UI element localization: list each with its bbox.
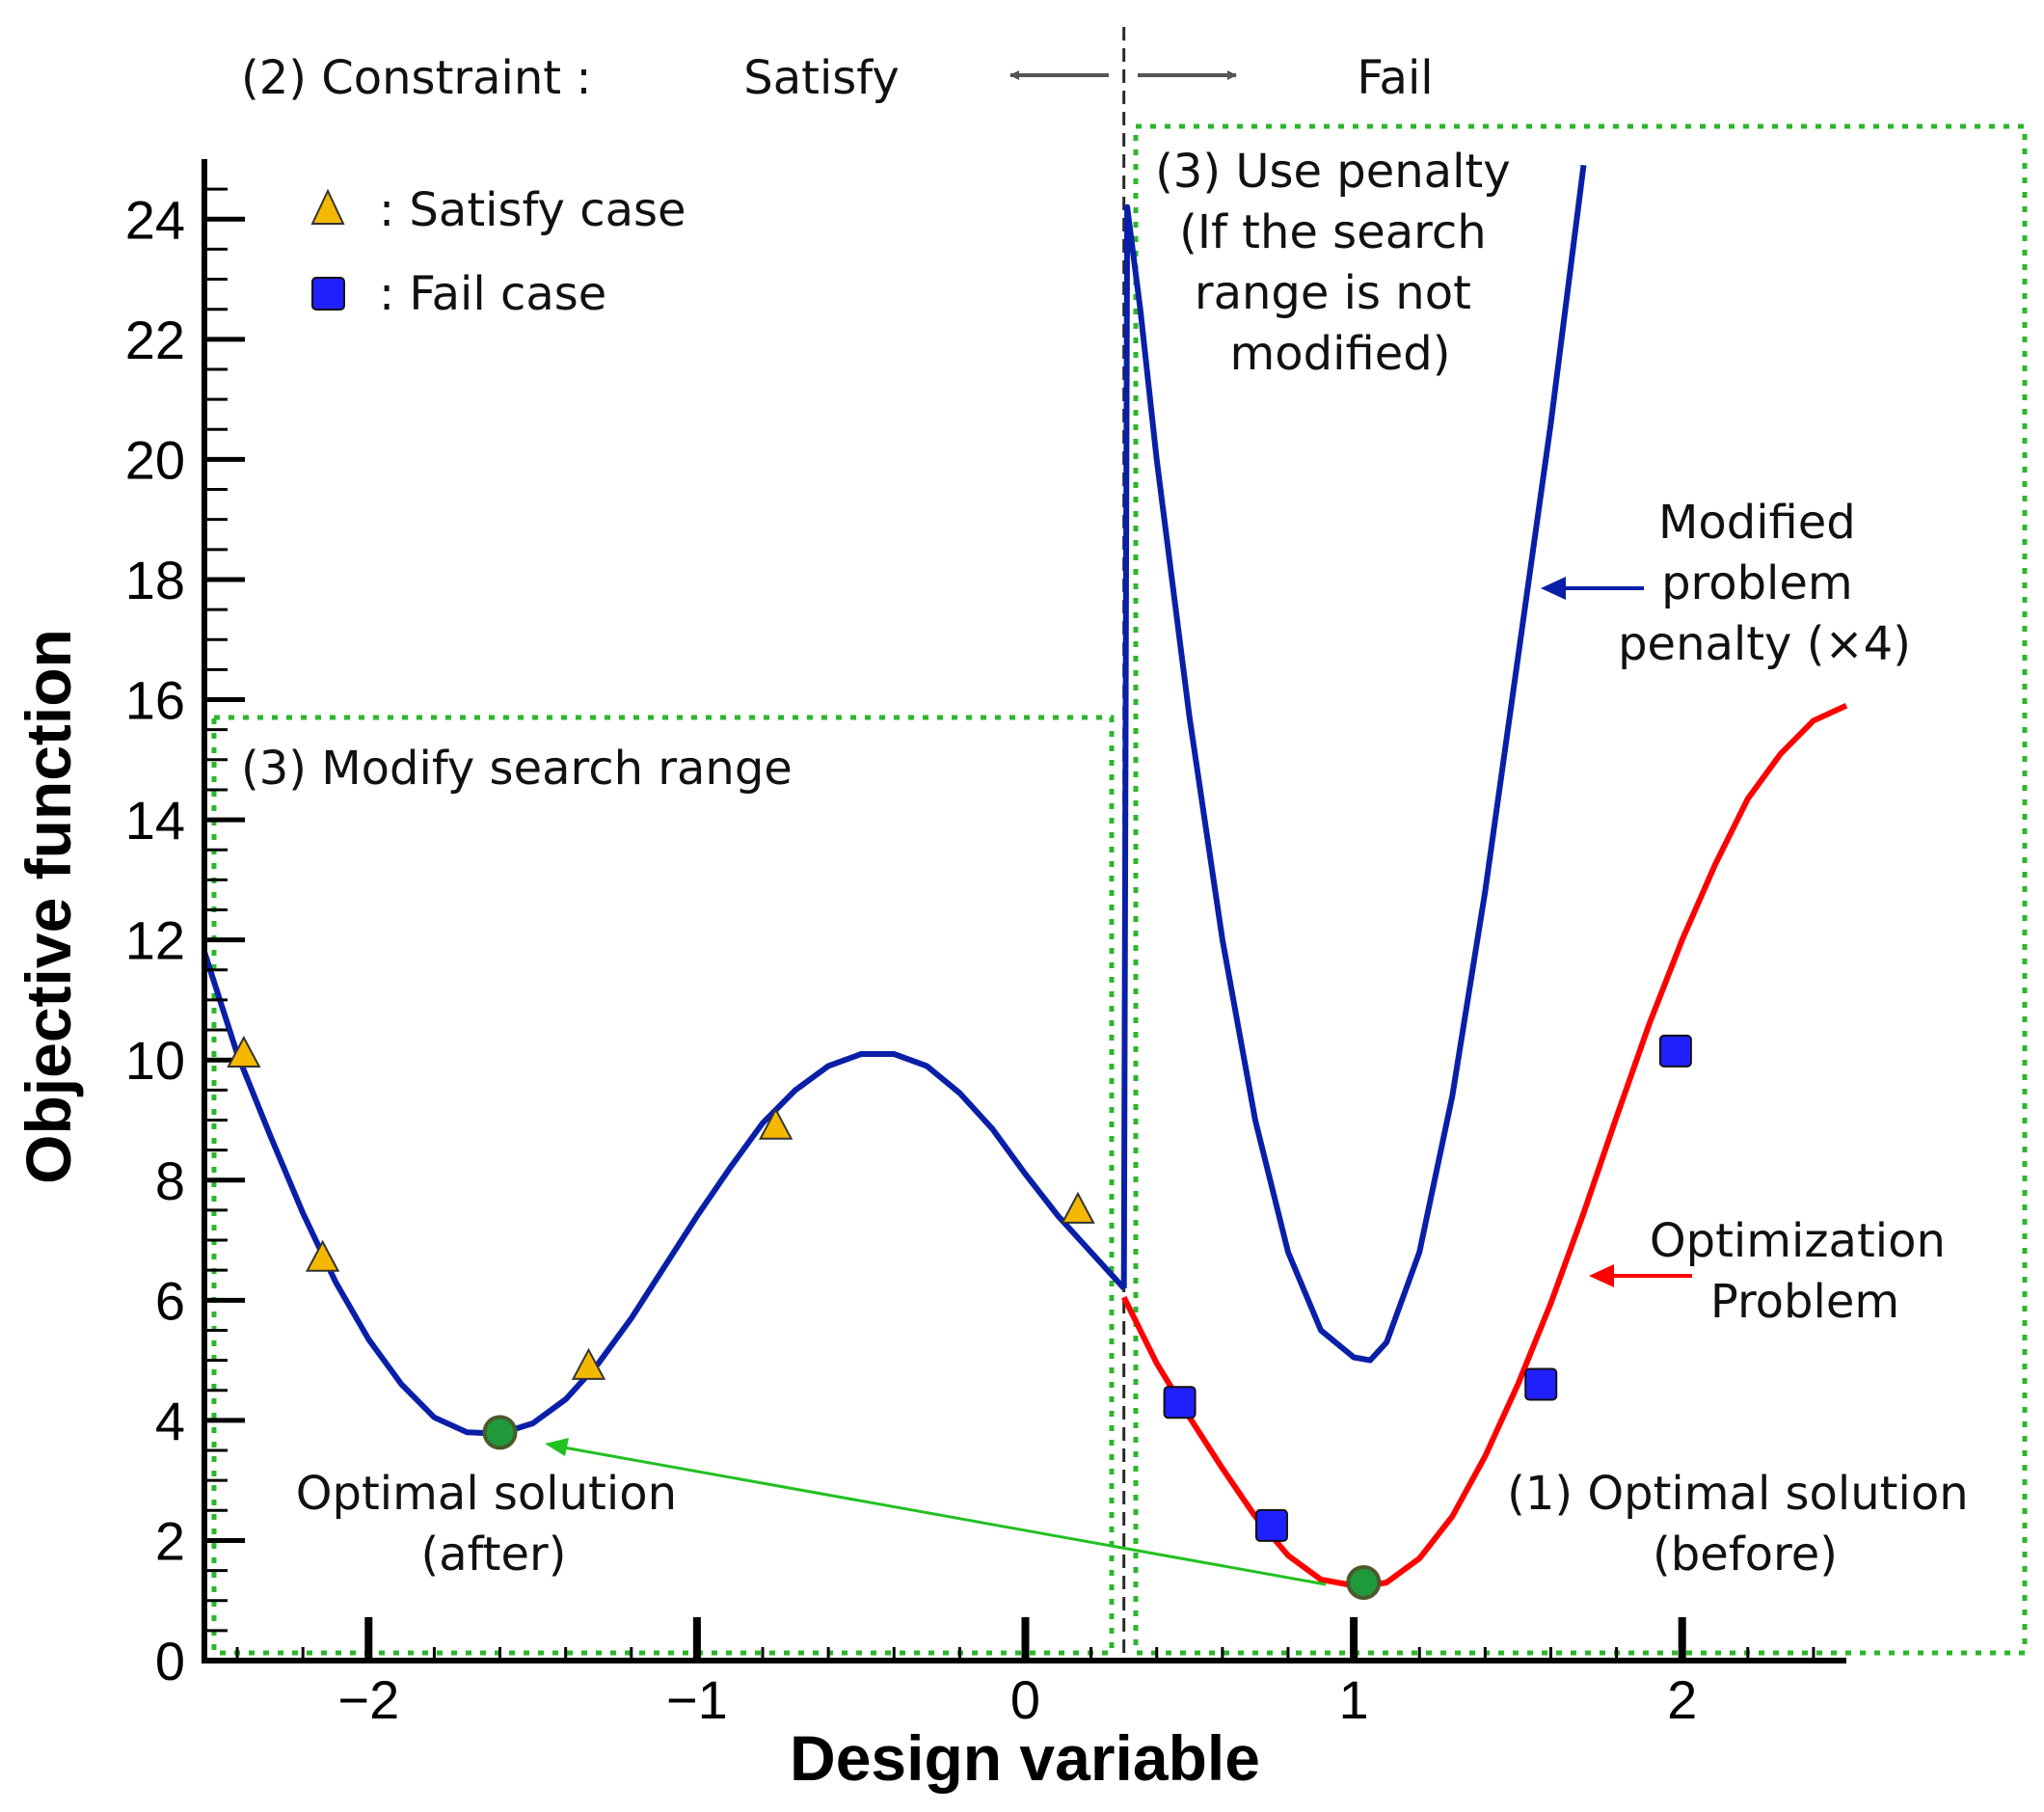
satisfy-case-point: [305, 1239, 340, 1272]
legend-fail-label: : Fail case: [379, 267, 606, 321]
x-tick-label: −2: [337, 1669, 399, 1730]
y-tick-label: 10: [125, 1030, 185, 1091]
optimization-problem-curve: [1121, 702, 1848, 1589]
satisfied-region-curve: [202, 951, 1126, 1437]
x-tick-label: 0: [1010, 1669, 1040, 1730]
x-tick-label: −1: [666, 1669, 728, 1730]
use-penalty-label: (3) Use penalty (If the search range is …: [1155, 145, 1525, 381]
satisfy-case-point: [758, 1107, 793, 1140]
modified-problem-pointer-head: [1541, 577, 1566, 600]
use-penalty-box: [1133, 123, 2028, 1656]
satisfy-label: Satisfy: [743, 51, 900, 105]
satisfy-case-point: [1061, 1191, 1095, 1224]
optimization-problem-pointer-head: [1589, 1264, 1614, 1287]
y-tick-label: 8: [155, 1150, 185, 1211]
y-tick-label: 16: [125, 670, 185, 731]
optimal-before-label: (1) Optimal solution (before): [1507, 1467, 1983, 1582]
x-tick-label: 2: [1667, 1669, 1697, 1730]
optimal-solution-point: [482, 1415, 518, 1450]
data-markers: [227, 1034, 1692, 1601]
fail-case-point: [1254, 1508, 1288, 1542]
legend-square-icon: [311, 277, 345, 311]
constraint-label: (2) Constraint :: [241, 51, 592, 105]
y-tick-label: 12: [125, 910, 185, 971]
y-tick-label: 24: [125, 189, 185, 250]
x-axis-ticks: −2 −1 0 1 2: [235, 1617, 1815, 1730]
y-tick-label: 18: [125, 550, 185, 610]
y-tick-label: 14: [125, 790, 185, 851]
solution-move-arrow: [563, 1446, 1327, 1586]
fail-case-point: [1163, 1386, 1197, 1420]
fail-case-point: [1658, 1034, 1692, 1068]
fail-label: Fail: [1357, 51, 1433, 105]
modified-problem-penalty-curve: [1120, 164, 1587, 1364]
x-tick-label: 1: [1339, 1669, 1369, 1730]
modify-search-range-label: (3) Modify search range: [241, 742, 793, 796]
y-tick-label: 6: [155, 1270, 185, 1331]
optimal-solution-point: [1346, 1565, 1382, 1601]
optimal-after-label: Optimal solution (after): [296, 1467, 692, 1582]
satisfy-case-point: [571, 1347, 606, 1380]
fail-case-point: [1524, 1367, 1558, 1401]
satisfy-case-point: [227, 1035, 261, 1068]
legend-triangle-icon: [310, 188, 345, 225]
modified-problem-label: Modified problem penalty (×4): [1618, 496, 1911, 671]
solution-move-arrowhead: [545, 1438, 569, 1456]
modify-search-range-box: [211, 715, 1115, 1656]
y-tick-label: 20: [125, 429, 185, 490]
y-axis-label: Objective function: [13, 629, 84, 1184]
x-axis-label: Design variable: [790, 1722, 1260, 1794]
optimization-problem-label: Optimization Problem: [1650, 1214, 1960, 1329]
y-tick-label: 4: [155, 1391, 185, 1451]
y-tick-label: 0: [155, 1631, 185, 1691]
y-tick-label: 22: [125, 310, 185, 370]
legend-satisfy-label: : Satisfy case: [379, 183, 686, 237]
y-tick-label: 2: [155, 1510, 185, 1571]
